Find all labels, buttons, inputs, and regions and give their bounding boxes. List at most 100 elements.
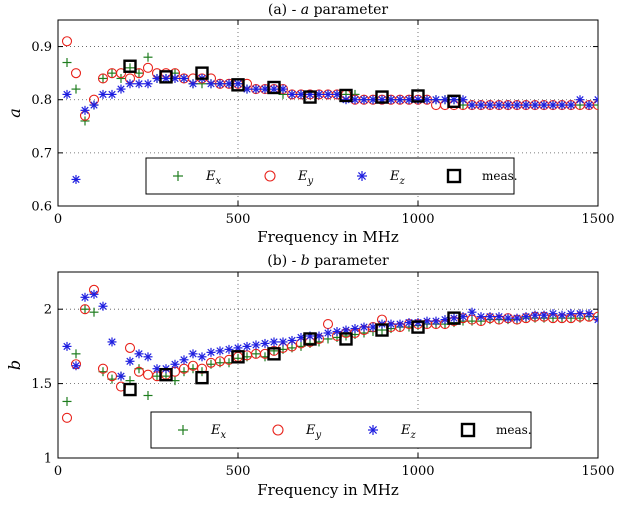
panel-a-ez-point-33 xyxy=(359,95,369,105)
panel-a-ez-point-18 xyxy=(224,79,234,89)
panel-a-meas-point-6 xyxy=(339,88,353,103)
panel-b-ey-point-59 xyxy=(592,311,598,322)
panel-a-ez-point-24-d2 xyxy=(279,85,287,93)
panel-b-ytick-label: 1.5 xyxy=(31,377,52,392)
panel-b-ez-point-15-d2 xyxy=(198,353,206,361)
panel-b-ex-point-1 xyxy=(71,349,81,359)
panel-b-ez-point-23-d2 xyxy=(270,338,278,346)
panel-b-ey-point-29 xyxy=(322,319,334,330)
panel-a-ex-point-4 xyxy=(98,73,108,83)
panel-a-ez-point-25-d2 xyxy=(288,90,296,99)
panel-b-ez-point-50 xyxy=(512,313,522,323)
panel-b-ez-point-48 xyxy=(494,312,504,322)
panel-b-meas-point-9 xyxy=(447,311,461,325)
panel-a-ez-point-17-d2 xyxy=(216,80,224,88)
panel-a-ez-point-21-d2 xyxy=(252,85,260,93)
panel-a-ez-point-56-d2 xyxy=(567,101,575,109)
panel-b-ez-point-55 xyxy=(557,310,567,320)
panel-b-ex-point-0 xyxy=(62,396,72,406)
panel-b-ey-point-2 xyxy=(79,304,91,315)
panel-b-ez-point-2 xyxy=(80,292,90,302)
panel-b-legend-label-ey-sub: y xyxy=(315,430,322,441)
panel-a-ex-point-2 xyxy=(80,116,90,126)
panel-b-xtick-label: 1500 xyxy=(581,464,614,479)
panel-b-ez-point-13 xyxy=(179,355,189,365)
panel-b-ez-point-43 xyxy=(449,313,459,323)
panel-a-ez-point-6 xyxy=(116,84,126,94)
panel-b-ez-point-18-d2 xyxy=(225,345,233,354)
panel-a-ez-point-37-d2 xyxy=(396,96,404,104)
panel-b-ez-point-5 xyxy=(107,337,117,347)
panel-b-legend-marker-meas xyxy=(460,422,476,438)
panel-b-ez-point-34 xyxy=(368,322,378,332)
panel-a-meas-point-9 xyxy=(447,94,461,109)
panel-a-ytick-label: 0.8 xyxy=(31,93,52,108)
panel-a-ey-point-6 xyxy=(115,68,127,79)
panel-a-ex-point-6 xyxy=(116,73,126,83)
panel-b-ez-point-16-d2 xyxy=(207,348,215,357)
panel-b-ez-point-45 xyxy=(467,307,477,317)
panel-b-ez-point-29-d2 xyxy=(324,329,332,337)
panel-a-ez-point-10-d2 xyxy=(153,74,161,83)
panel-b-ez-point-1-d2 xyxy=(72,362,80,370)
panel-a-legend-label-ez: Ez xyxy=(389,169,406,187)
panel-b-ez-point-19 xyxy=(233,343,243,353)
panel-b-ez-point-44 xyxy=(458,312,468,322)
panel-a-ex-point-0 xyxy=(62,58,72,68)
panel-a-meas-point-5 xyxy=(303,90,317,104)
panel-b-ey-point-8 xyxy=(133,366,145,377)
panel-a-ez-point-12 xyxy=(170,73,180,83)
panel-a-ez-point-13-d2 xyxy=(180,74,188,83)
panel-b-ez-point-14 xyxy=(188,349,198,359)
panel-a-ez-point-21 xyxy=(251,84,261,94)
panel-b-ez-point-30-d2 xyxy=(333,327,341,336)
panel-b-ex-point-21 xyxy=(251,349,261,359)
panel-a-xtick-label: 0 xyxy=(54,212,62,227)
panel-a-legend-label-ez-sub: z xyxy=(399,176,406,187)
panel-a-ylabel: a xyxy=(5,108,24,118)
panel-b-meas-point-1 xyxy=(159,367,173,382)
panel-b-ez-point-0 xyxy=(62,341,72,351)
panel-b-ex-point-3 xyxy=(89,307,99,317)
panel-a-ez-point-55-d2 xyxy=(558,101,566,109)
panel-a-xtick-label: 1000 xyxy=(401,212,434,227)
panel-a-ez-point-58-d2 xyxy=(585,101,593,109)
panel-b-ez-point-49 xyxy=(503,313,513,323)
panel-a-ez-point-12-d2 xyxy=(171,74,179,83)
panel-a-legend-label-meas: meas. xyxy=(482,169,518,183)
panel-a-ez-point-50-d2 xyxy=(513,101,521,109)
panel-a-ez-point-51 xyxy=(521,100,531,110)
panel-a-xtick-label: 1500 xyxy=(581,212,614,227)
panel-b-meas-point-0 xyxy=(123,382,137,397)
panel-b-ez-point-57-d2 xyxy=(576,309,584,318)
panel-b-meas-point-8 xyxy=(411,320,425,334)
panel-b-ez-point-54-d2 xyxy=(549,309,557,318)
panel-a-meas-point-0 xyxy=(123,59,137,73)
panel-b-legend-label-ez-sub: z xyxy=(410,430,417,441)
panel-b-legend-marker-ey xyxy=(272,424,284,436)
panel-a-ez-point-3-d2 xyxy=(90,101,98,109)
panel-a-ez-point-59-d1 xyxy=(594,96,598,101)
panel-b-ez-point-4 xyxy=(98,301,108,311)
panel-b-ez-point-53 xyxy=(539,310,549,320)
panel-a-ey-point-4 xyxy=(97,73,109,84)
panel-b-ez-point-3-d2 xyxy=(90,290,98,298)
panel-b-ez-point-34-d2 xyxy=(369,323,377,331)
panel-a-ez-point-50 xyxy=(512,100,522,110)
panel-b-ez-point-30 xyxy=(332,327,342,337)
panel-a-legend-label-ex-sub: x xyxy=(216,176,222,187)
panel-b-ez-point-12-d2 xyxy=(171,360,179,368)
panel-a-ez-point-7 xyxy=(125,79,135,89)
panel-a-title-suffix: parameter xyxy=(309,2,388,18)
panel-b-ez-point-22 xyxy=(260,338,270,348)
panel-b-legend-marker-ez-d2 xyxy=(368,425,378,435)
panel-a-ez-point-47-d2 xyxy=(486,101,494,109)
panel-a-ez-point-1 xyxy=(71,174,81,184)
panel-b-ez-point-38-d2 xyxy=(405,318,413,327)
panel-b-ez-point-54 xyxy=(548,309,558,319)
panel-a-ez-point-59-d2 xyxy=(594,98,598,104)
panel-a-ez-point-0 xyxy=(62,89,72,99)
panel-b-ez-point-52-d2 xyxy=(531,311,539,319)
panel-b-ez-point-4-d2 xyxy=(99,302,107,310)
